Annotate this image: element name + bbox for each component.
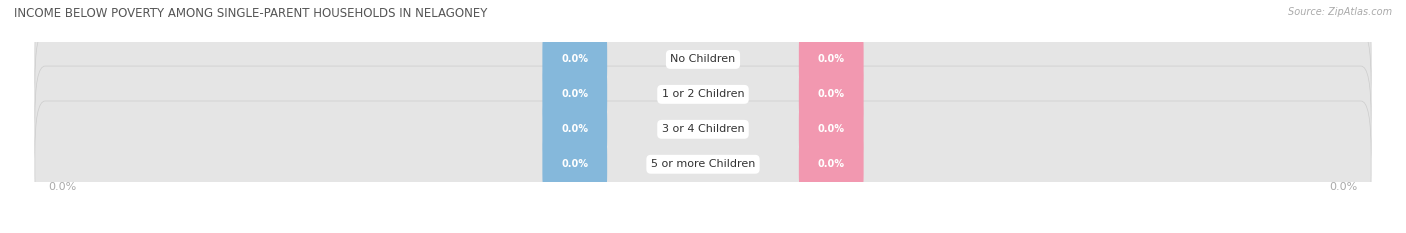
Text: INCOME BELOW POVERTY AMONG SINGLE-PARENT HOUSEHOLDS IN NELAGONEY: INCOME BELOW POVERTY AMONG SINGLE-PARENT… [14,7,488,20]
FancyBboxPatch shape [799,22,863,97]
Text: 0.0%: 0.0% [48,182,76,192]
Text: 0.0%: 0.0% [561,124,588,134]
Text: 1 or 2 Children: 1 or 2 Children [662,89,744,99]
Text: Source: ZipAtlas.com: Source: ZipAtlas.com [1288,7,1392,17]
Text: 0.0%: 0.0% [818,55,845,64]
Text: 5 or more Children: 5 or more Children [651,159,755,169]
FancyBboxPatch shape [35,31,1371,158]
FancyBboxPatch shape [35,0,1371,123]
FancyBboxPatch shape [543,57,607,132]
Text: 0.0%: 0.0% [1330,182,1358,192]
FancyBboxPatch shape [35,101,1371,228]
Text: 3 or 4 Children: 3 or 4 Children [662,124,744,134]
Text: 0.0%: 0.0% [561,159,588,169]
FancyBboxPatch shape [799,127,863,202]
Text: 0.0%: 0.0% [818,159,845,169]
FancyBboxPatch shape [35,66,1371,192]
Text: 0.0%: 0.0% [561,89,588,99]
FancyBboxPatch shape [543,92,607,167]
FancyBboxPatch shape [799,92,863,167]
Text: 0.0%: 0.0% [818,124,845,134]
FancyBboxPatch shape [799,57,863,132]
Text: 0.0%: 0.0% [818,89,845,99]
Text: No Children: No Children [671,55,735,64]
Text: 0.0%: 0.0% [561,55,588,64]
FancyBboxPatch shape [543,127,607,202]
FancyBboxPatch shape [543,22,607,97]
